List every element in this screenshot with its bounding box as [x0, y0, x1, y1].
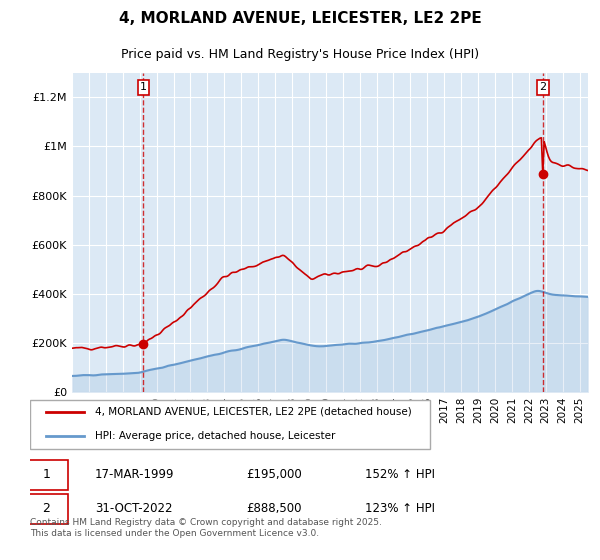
- Text: 123% ↑ HPI: 123% ↑ HPI: [365, 502, 435, 515]
- Text: 31-OCT-2022: 31-OCT-2022: [95, 502, 172, 515]
- Text: £888,500: £888,500: [246, 502, 302, 515]
- Text: 2: 2: [539, 82, 547, 92]
- Text: Contains HM Land Registry data © Crown copyright and database right 2025.
This d: Contains HM Land Registry data © Crown c…: [30, 518, 382, 538]
- Text: 1: 1: [140, 82, 147, 92]
- Text: 4, MORLAND AVENUE, LEICESTER, LE2 2PE: 4, MORLAND AVENUE, LEICESTER, LE2 2PE: [119, 11, 481, 26]
- Text: 1: 1: [42, 468, 50, 481]
- FancyBboxPatch shape: [25, 494, 68, 524]
- Text: 152% ↑ HPI: 152% ↑ HPI: [365, 468, 435, 481]
- Text: 17-MAR-1999: 17-MAR-1999: [95, 468, 175, 481]
- Text: £195,000: £195,000: [246, 468, 302, 481]
- Text: Price paid vs. HM Land Registry's House Price Index (HPI): Price paid vs. HM Land Registry's House …: [121, 48, 479, 61]
- Text: 2: 2: [42, 502, 50, 515]
- Text: 4, MORLAND AVENUE, LEICESTER, LE2 2PE (detached house): 4, MORLAND AVENUE, LEICESTER, LE2 2PE (d…: [95, 407, 412, 417]
- FancyBboxPatch shape: [25, 460, 68, 489]
- Text: HPI: Average price, detached house, Leicester: HPI: Average price, detached house, Leic…: [95, 431, 335, 441]
- FancyBboxPatch shape: [30, 400, 430, 449]
